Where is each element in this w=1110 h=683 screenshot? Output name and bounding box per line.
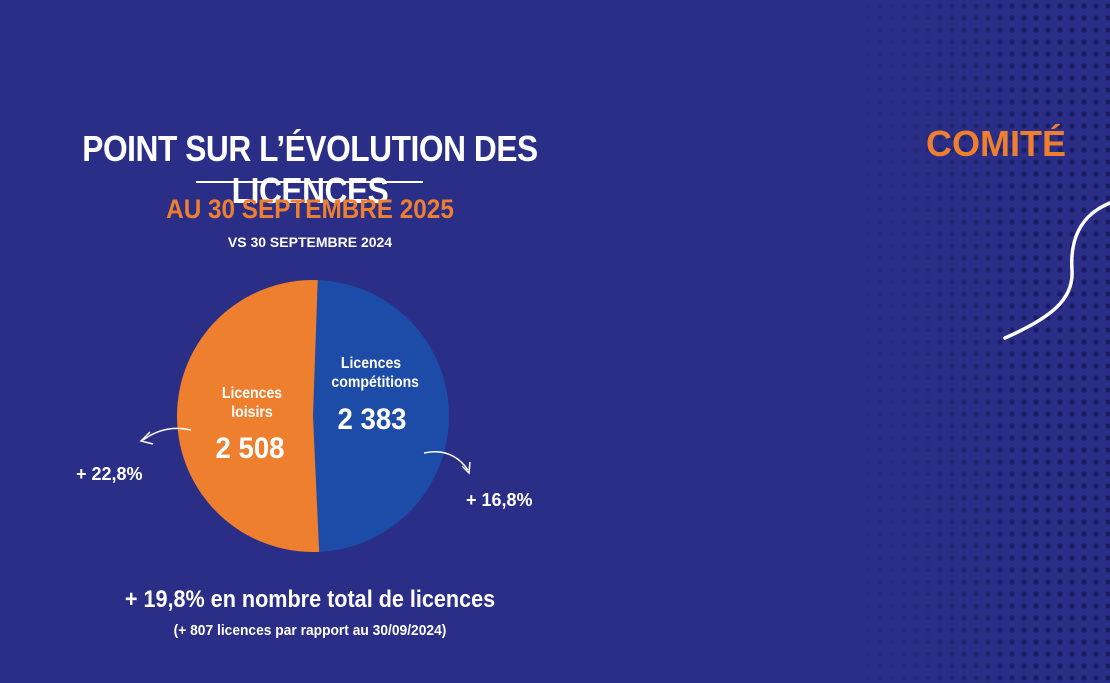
pie-chart <box>177 280 450 552</box>
arrow-left-head <box>139 431 154 445</box>
change-loisirs: + 22,8% <box>76 464 143 484</box>
arrow-right-icon <box>423 451 469 471</box>
background-texture <box>850 0 1110 683</box>
page-title: POINT SUR L’ÉVOLUTION DES LICENCES <box>82 128 538 211</box>
slice-value-competitions: 2 383 <box>337 403 407 436</box>
arrow-right-head <box>461 461 471 475</box>
total-detail: (+ 807 licences par rapport au 30/09/202… <box>173 622 447 639</box>
slice-label-loisirs: Licences loisirs <box>221 385 283 421</box>
title-underline <box>196 181 423 183</box>
comparison-date: VS 30 SEPTEMBRE 2024 <box>227 234 393 250</box>
slice-label-competitions: Licences compétitions <box>331 355 420 391</box>
slice-value-loisirs: 2 508 <box>215 432 285 465</box>
swoosh-decoration <box>1003 201 1110 340</box>
page-subtitle: AU 30 SEPTEMBRE 2025 <box>166 194 454 224</box>
change-competitions: + 16,8% <box>466 490 533 510</box>
pie-slice-loisirs <box>177 280 320 552</box>
total-change: + 19,8% en nombre total de licences <box>124 586 496 613</box>
brand-label: COMITÉ <box>926 123 1066 164</box>
arrow-left-icon <box>142 427 192 441</box>
pie-slice-competitions <box>313 280 450 552</box>
